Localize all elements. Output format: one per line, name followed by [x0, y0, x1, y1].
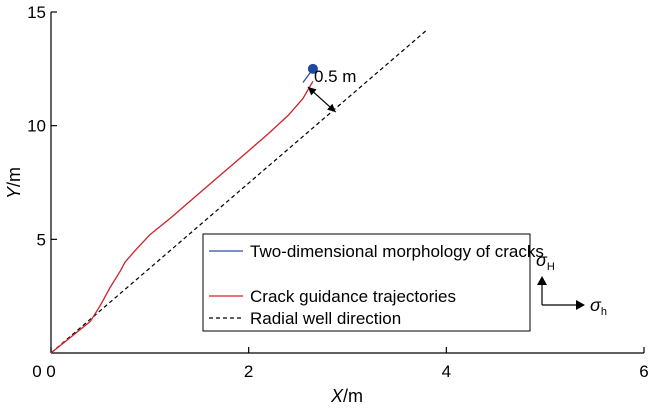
origin-tick-label: 0 [32, 362, 41, 381]
legend: Two-dimensional morphology of cracks Cra… [202, 233, 544, 332]
legend-label-morphology: Two-dimensional morphology of cracks [250, 242, 544, 261]
sigma-h-minor-label: σh [590, 295, 607, 318]
y-axis-title: Y/m [4, 167, 24, 199]
legend-label-trajectory: Crack guidance trajectories [250, 287, 456, 306]
y-tick-label: 10 [27, 117, 46, 136]
annotation-layer: 0.5 m [307, 67, 357, 113]
marker-layer [307, 63, 318, 74]
y-tick-label: 5 [37, 230, 46, 249]
series-line-2 [50, 29, 427, 354]
x-tick-label: 6 [639, 362, 648, 381]
stress-direction-indicator: σH σh [536, 250, 607, 318]
x-tick-label: 0 [46, 362, 55, 381]
stress-arrowhead-vertical [537, 276, 547, 285]
stress-arrowhead-horizontal [576, 300, 585, 310]
crack-tip-marker [307, 63, 318, 74]
distance-arrowhead [307, 87, 317, 96]
x-axis-title: X/m [330, 386, 363, 406]
x-tick-label: 4 [442, 362, 451, 381]
series-line-1 [50, 80, 314, 354]
distance-arrowhead [327, 103, 336, 113]
y-tick-label: 15 [27, 3, 46, 22]
distance-label: 0.5 m [314, 67, 357, 86]
legend-label-radial: Radial well direction [250, 309, 401, 328]
legend-box [202, 233, 531, 332]
x-tick-label: 2 [244, 362, 253, 381]
distance-annotation: 0.5 m [307, 67, 357, 113]
axes: 0 2 4 6 5 10 15 0 [27, 3, 649, 381]
sigma-h-major-label: σH [536, 250, 555, 273]
